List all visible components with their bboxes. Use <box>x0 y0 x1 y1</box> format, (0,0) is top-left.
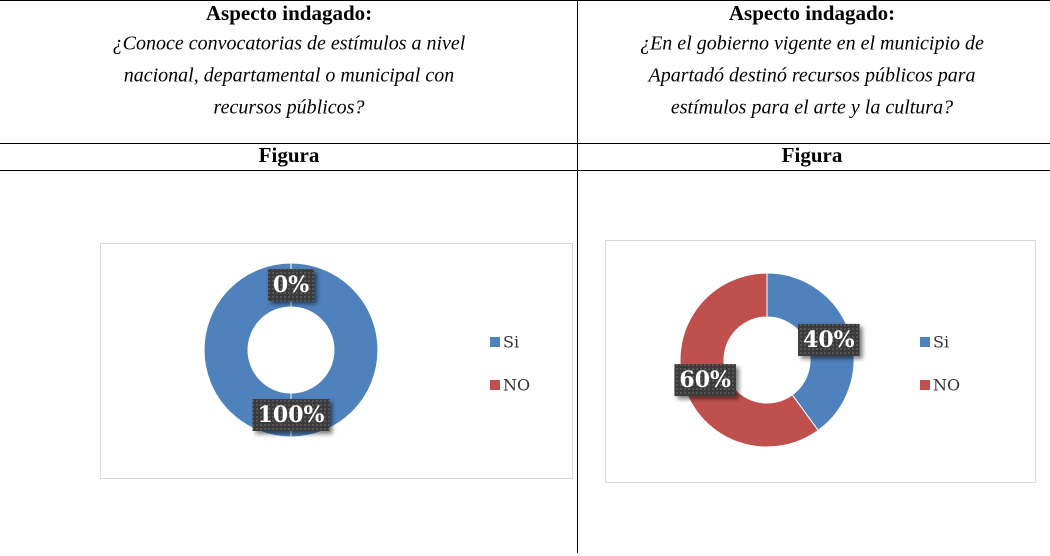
question-line: Apartadó destinó recursos públicos para <box>646 65 975 87</box>
legend-swatch <box>490 380 500 390</box>
legend-label: Si <box>933 333 949 352</box>
data-label: 0% <box>273 272 309 298</box>
donut-slice <box>679 272 819 448</box>
data-label-box <box>252 399 330 431</box>
heading: Aspecto indagado: <box>206 1 372 25</box>
data-label-box <box>798 323 860 356</box>
legend-swatch <box>920 337 930 347</box>
data-label: 60% <box>679 367 731 393</box>
question-line: nacional, departamental o municipal con <box>124 65 455 87</box>
question-line: recursos públicos? <box>214 97 365 119</box>
question-line: ¿Conoce convocatorias de estímulos a niv… <box>113 33 466 55</box>
heading: Aspecto indagado: <box>729 1 895 25</box>
figure-label: Figura <box>782 143 843 167</box>
legend-label: NO <box>933 376 960 395</box>
question-line: ¿En el gobierno vigente en el municipio … <box>640 33 984 55</box>
data-label-box <box>267 269 315 301</box>
legend-swatch <box>490 337 500 347</box>
legend-label: Si <box>503 333 519 352</box>
data-label: 40% <box>803 327 855 353</box>
data-label: 100% <box>258 402 325 428</box>
question-line: estímulos para el arte y la cultura? <box>671 97 953 119</box>
figure-label: Figura <box>259 143 320 167</box>
legend-label: NO <box>503 376 530 395</box>
data-label-box <box>674 364 736 397</box>
donut-slice <box>203 262 379 438</box>
legend-swatch <box>920 380 930 390</box>
